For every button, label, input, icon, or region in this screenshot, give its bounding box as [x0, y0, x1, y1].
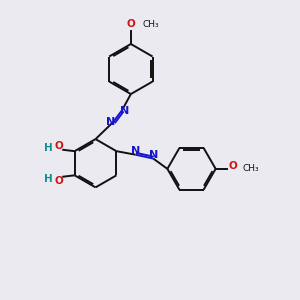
Text: O: O [54, 141, 63, 151]
Text: N: N [120, 106, 129, 116]
Text: O: O [54, 176, 63, 186]
Text: H: H [44, 174, 53, 184]
Text: N: N [148, 150, 158, 160]
Text: CH₃: CH₃ [142, 20, 159, 29]
Text: O: O [127, 19, 135, 29]
Text: N: N [131, 146, 140, 156]
Text: O: O [229, 161, 238, 172]
Text: N: N [106, 117, 115, 127]
Text: H: H [44, 142, 53, 153]
Text: CH₃: CH₃ [242, 164, 259, 173]
